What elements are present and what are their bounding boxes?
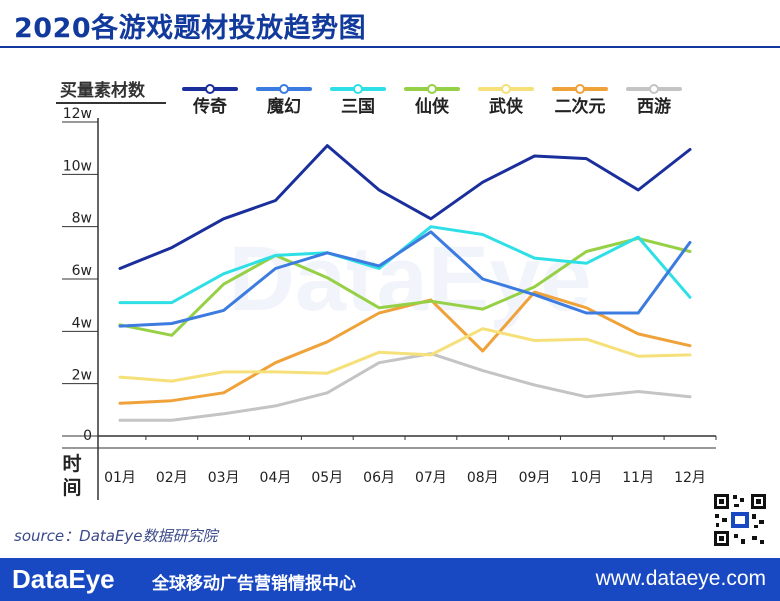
y-tick-label: 8w (72, 211, 92, 227)
page-title: 2020各游戏题材投放趋势图 (14, 13, 367, 44)
x-tick-label: 03月 (208, 470, 240, 486)
series-line (118, 230, 692, 328)
legend-label: 西游 (637, 96, 671, 117)
y-axis-label-underline (56, 102, 166, 104)
title-divider (0, 46, 780, 48)
series-line (118, 144, 692, 270)
footer-slogan: 全球移动广告营销情报中心 (152, 574, 356, 594)
y-tick-label: 2w (72, 368, 92, 384)
x-tick-label: 09月 (519, 470, 551, 486)
series-line (118, 236, 692, 337)
legend-swatch-dot (649, 84, 659, 94)
footer-bar: DataEye 全球移动广告营销情报中心 www.dataeye.com (0, 558, 780, 601)
legend-label: 传奇 (192, 96, 227, 117)
x-tick-label: 04月 (260, 470, 292, 486)
legend-swatch-dot (205, 84, 215, 94)
qr-code-icon[interactable] (712, 492, 768, 548)
legend-label: 武侠 (489, 96, 524, 117)
x-tick-label: 02月 (156, 470, 188, 486)
legend-swatch-dot (575, 84, 585, 94)
legend-swatch-dot (427, 84, 437, 94)
x-tick-label: 06月 (363, 470, 395, 486)
x-axis-title-char: 间 (62, 477, 81, 499)
y-tick-label: 10w (63, 158, 92, 174)
x-tick-label: 08月 (467, 470, 499, 486)
legend-label: 二次元 (555, 96, 606, 117)
legend-swatch-dot (501, 84, 511, 94)
source-note: source：DataEye数据研究院 (14, 527, 218, 545)
series-line (118, 327, 692, 383)
x-tick-label: 11月 (622, 470, 654, 486)
y-axis-label: 买量素材数 (60, 81, 145, 101)
footer-brand-logo: DataEye (12, 564, 115, 594)
x-tick-label: 10月 (570, 470, 602, 486)
legend-swatch-dot (279, 84, 289, 94)
legend-label: 仙侠 (415, 96, 450, 117)
x-tick-label: 01月 (104, 470, 136, 486)
y-tick-label: 6w (72, 263, 92, 279)
y-tick-label: 4w (72, 315, 92, 331)
footer-url-link[interactable]: www.dataeye.com (595, 567, 766, 590)
legend-label: 三国 (341, 97, 375, 117)
legend-label: 魔幻 (267, 96, 301, 117)
x-tick-label: 12月 (674, 470, 706, 486)
x-axis-title-char: 时 (62, 453, 81, 475)
y-tick-label: 12w (63, 106, 92, 122)
series-line (118, 352, 692, 422)
x-tick-label: 05月 (311, 470, 343, 486)
legend-swatch-dot (353, 84, 363, 94)
x-tick-label: 07月 (415, 470, 447, 486)
